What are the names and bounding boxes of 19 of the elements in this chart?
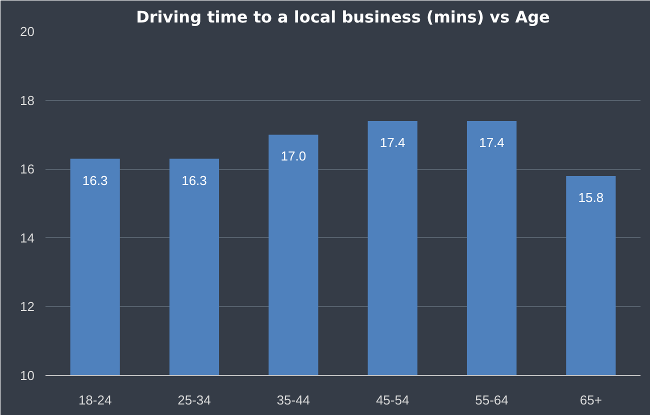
x-tick-label: 45-54: [376, 392, 410, 408]
data-label: 17.4: [479, 134, 504, 150]
x-tick-label: 55-64: [475, 392, 508, 408]
y-tick-label: 14: [20, 230, 35, 246]
chart-title: Driving time to a local business (mins) vs Age: [136, 8, 550, 26]
data-label: 17.0: [280, 148, 306, 164]
data-label: 17.4: [380, 134, 406, 150]
x-tick-label: 35-44: [276, 392, 310, 408]
y-tick-label: 10: [20, 368, 35, 383]
data-label: 16.3: [82, 172, 108, 188]
data-label: 15.8: [578, 190, 604, 205]
y-tick-label: 20: [20, 24, 35, 39]
y-tick-label: 16: [20, 162, 35, 177]
y-tick-label: 18: [20, 92, 35, 108]
y-tick-label: 12: [20, 299, 35, 314]
x-tick-label: 18-24: [78, 392, 112, 408]
data-label: 16.3: [182, 172, 207, 188]
x-tick-label: 25-34: [178, 392, 211, 408]
x-tick-label: 65+: [580, 392, 602, 408]
